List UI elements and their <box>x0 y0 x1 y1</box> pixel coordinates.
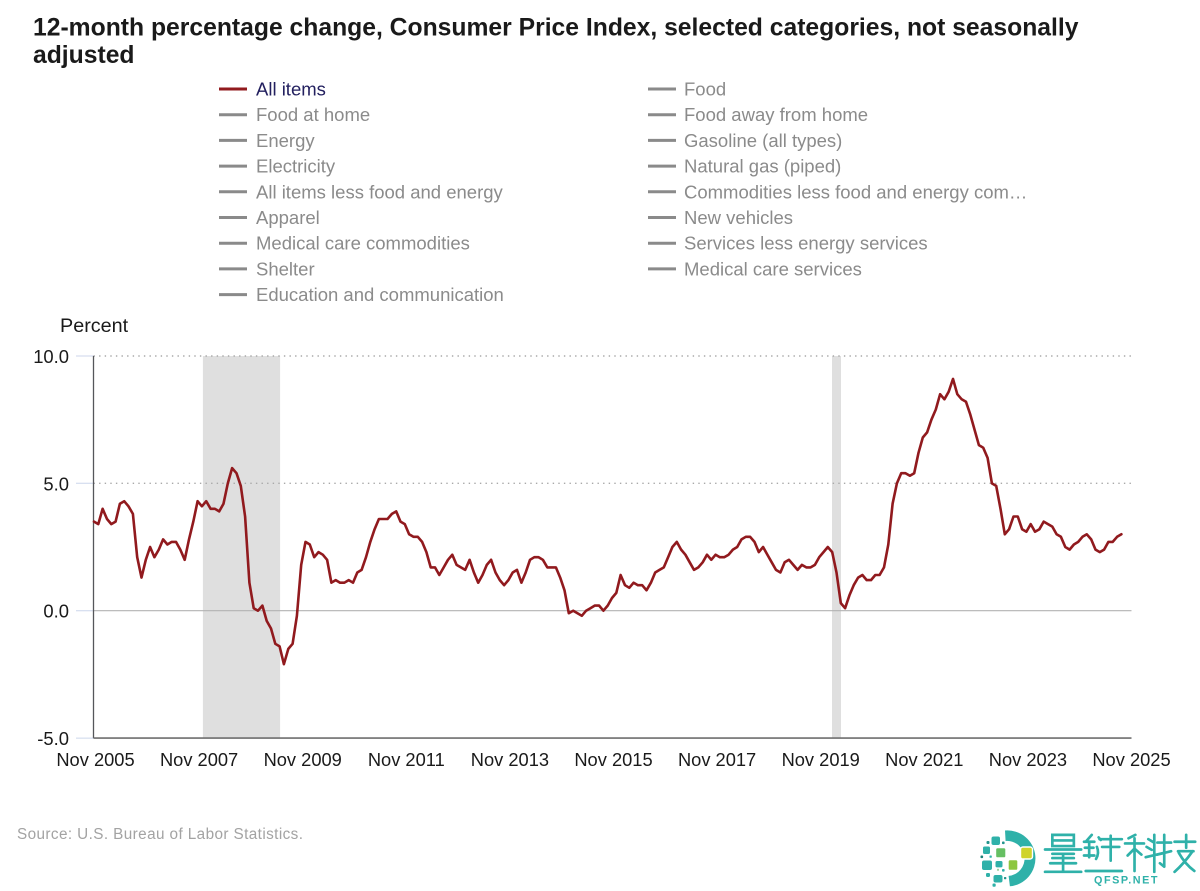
svg-text:Nov 2019: Nov 2019 <box>782 749 860 770</box>
svg-text:All items less food and energy: All items less food and energy <box>256 181 504 202</box>
svg-text:Nov 2011: Nov 2011 <box>368 749 445 770</box>
svg-text:0.0: 0.0 <box>43 601 69 622</box>
svg-text:Food: Food <box>684 79 726 100</box>
svg-text:Commodities less food and ener: Commodities less food and energy com… <box>684 181 1027 202</box>
svg-text:Nov 2017: Nov 2017 <box>678 749 756 770</box>
svg-text:Nov 2009: Nov 2009 <box>264 749 342 770</box>
svg-text:Food at home: Food at home <box>256 104 370 125</box>
svg-text:Nov 2013: Nov 2013 <box>471 749 549 770</box>
svg-text:Apparel: Apparel <box>256 207 320 228</box>
svg-text:Nov 2023: Nov 2023 <box>989 749 1067 770</box>
svg-text:Medical care commodities: Medical care commodities <box>256 233 470 254</box>
svg-text:Medical care services: Medical care services <box>684 258 862 279</box>
svg-text:Percent: Percent <box>60 315 129 337</box>
svg-text:Education and communication: Education and communication <box>256 284 504 305</box>
svg-text:Nov 2005: Nov 2005 <box>56 749 134 770</box>
svg-text:Nov 2021: Nov 2021 <box>885 749 963 770</box>
svg-text:Services less energy services: Services less energy services <box>684 233 928 254</box>
svg-text:Nov 2007: Nov 2007 <box>160 749 238 770</box>
svg-text:Energy: Energy <box>256 130 315 151</box>
svg-text:Nov 2025: Nov 2025 <box>1092 749 1170 770</box>
svg-text:Nov 2015: Nov 2015 <box>574 749 652 770</box>
svg-text:5.0: 5.0 <box>43 473 69 494</box>
svg-text:Gasoline (all types): Gasoline (all types) <box>684 130 842 151</box>
svg-text:Electricity: Electricity <box>256 156 336 177</box>
svg-text:Food away from home: Food away from home <box>684 104 868 125</box>
svg-text:-5.0: -5.0 <box>37 728 69 749</box>
svg-text:New vehicles: New vehicles <box>684 207 793 228</box>
svg-text:Source: U.S. Bureau of Labor S: Source: U.S. Bureau of Labor Statistics. <box>17 826 303 843</box>
svg-text:All items: All items <box>256 79 326 100</box>
svg-text:QFSP.NET: QFSP.NET <box>1094 875 1159 887</box>
svg-text:10.0: 10.0 <box>33 346 69 367</box>
svg-text:adjusted: adjusted <box>33 42 135 69</box>
svg-text:Shelter: Shelter <box>256 258 315 279</box>
svg-text:12-month percentage change, Co: 12-month percentage change, Consumer Pri… <box>33 15 1079 42</box>
svg-text:Natural gas (piped): Natural gas (piped) <box>684 156 841 177</box>
